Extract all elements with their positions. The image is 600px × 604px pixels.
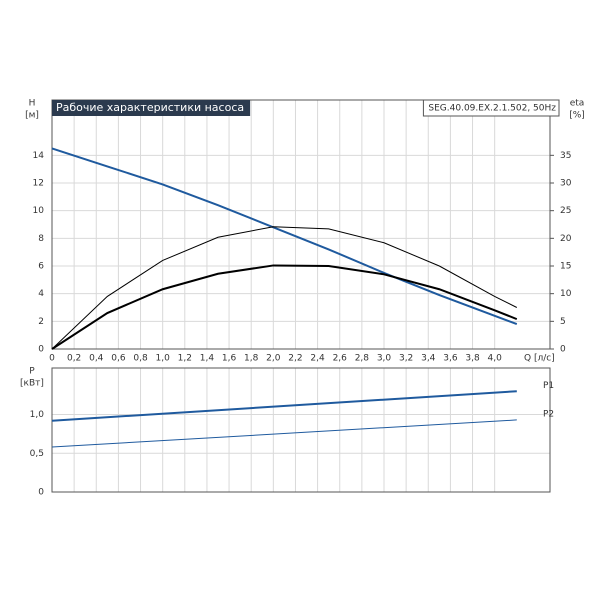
- y-tick-label: 4: [38, 289, 44, 299]
- y2-tick-label: 0: [560, 345, 566, 355]
- y-axis-unit: [кВт]: [20, 379, 44, 389]
- curve: [51, 419, 517, 448]
- y-tick-label: 0,5: [30, 449, 44, 459]
- curve: [51, 226, 518, 350]
- y-tick-label: 10: [33, 206, 45, 216]
- x-tick-label: 2,0: [266, 354, 281, 364]
- chart-title: Рабочие характеристики насоса: [56, 101, 244, 114]
- x-tick-label: 4,0: [488, 354, 503, 364]
- y2-tick-label: 15: [560, 262, 571, 272]
- y2-tick-label: 20: [560, 234, 572, 244]
- y2-tick-label: 35: [560, 151, 571, 161]
- x-tick-label: 0,4: [89, 354, 104, 364]
- y2-axis-unit: [%]: [569, 111, 585, 121]
- y2-axis-label: eta: [570, 99, 585, 109]
- x-tick-label: 0,8: [133, 354, 148, 364]
- x-tick-label: 3,8: [465, 354, 480, 364]
- y-axis-unit: [м]: [25, 111, 39, 121]
- y-tick-label: 0: [38, 488, 44, 498]
- y-tick-label: 8: [38, 234, 44, 244]
- title-box: [52, 100, 251, 116]
- y-tick-label: 6: [38, 262, 44, 272]
- x-tick-label: 0: [49, 354, 55, 364]
- plot-frame: [51, 99, 551, 350]
- x-tick-label: 2,2: [288, 354, 302, 364]
- x-axis-label: Q [л/с]: [524, 354, 555, 364]
- y-tick-label: 1,0: [30, 410, 45, 420]
- x-tick-label: 1,0: [156, 354, 171, 364]
- x-tick-label: 1,2: [178, 354, 192, 364]
- x-tick-label: 1,8: [244, 354, 259, 364]
- curve: [51, 264, 518, 350]
- y2-tick-label: 25: [560, 206, 571, 216]
- series-label: P1: [543, 381, 554, 391]
- plot-frame: [51, 367, 551, 493]
- chart-subtitle: SEG.40.09.EX.2.1.502, 50Hz: [428, 104, 556, 114]
- x-tick-label: 3,6: [443, 354, 458, 364]
- y-tick-label: 2: [38, 317, 44, 327]
- x-tick-label: 3,4: [421, 354, 436, 364]
- y2-tick-label: 10: [560, 289, 572, 299]
- y-axis-label: P: [29, 367, 35, 377]
- x-tick-label: 2,6: [333, 354, 348, 364]
- x-tick-label: 0,2: [67, 354, 81, 364]
- x-tick-label: 3,0: [377, 354, 392, 364]
- top-panel: [52, 100, 550, 349]
- curve: [51, 147, 518, 326]
- x-tick-label: 2,4: [310, 354, 325, 364]
- y-tick-label: 12: [33, 179, 44, 189]
- model-box: [422, 99, 560, 117]
- y2-tick-label: 30: [560, 179, 572, 189]
- y-tick-label: 14: [33, 151, 45, 161]
- x-tick-label: 3,2: [399, 354, 413, 364]
- x-tick-label: 0,6: [111, 354, 126, 364]
- y-tick-label: 0: [38, 345, 44, 355]
- y2-tick-label: 5: [560, 317, 566, 327]
- series-label: P2: [543, 409, 554, 419]
- x-tick-label: 1,4: [200, 354, 215, 364]
- x-tick-label: 2,8: [355, 354, 370, 364]
- curve: [51, 390, 517, 422]
- y-axis-label: H: [29, 99, 36, 109]
- x-tick-label: 1,6: [222, 354, 237, 364]
